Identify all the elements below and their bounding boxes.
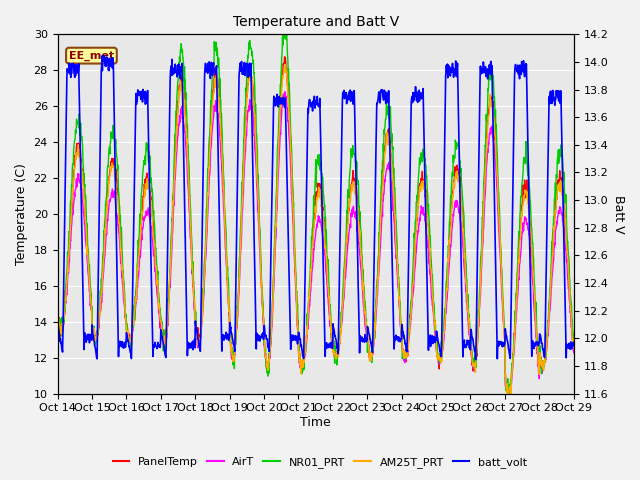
Title: Temperature and Batt V: Temperature and Batt V xyxy=(232,15,399,29)
AM25T_PRT xyxy=(570,344,577,350)
AM25T_PRT xyxy=(54,306,61,312)
AirT xyxy=(226,337,234,343)
PanelTemp xyxy=(463,294,471,300)
PanelTemp xyxy=(168,221,176,227)
NR01_PRT xyxy=(156,307,164,312)
Text: EE_met: EE_met xyxy=(69,50,114,61)
NR01_PRT xyxy=(279,29,287,35)
AM25T_PRT xyxy=(504,398,512,404)
Line: AirT: AirT xyxy=(58,92,573,393)
PanelTemp xyxy=(396,306,404,312)
NR01_PRT xyxy=(509,357,517,363)
batt_volt xyxy=(472,357,479,362)
AirT xyxy=(463,307,471,313)
batt_volt xyxy=(54,321,61,327)
batt_volt xyxy=(100,53,108,59)
AM25T_PRT xyxy=(463,299,471,305)
batt_volt xyxy=(156,345,164,350)
AirT xyxy=(54,313,61,319)
batt_volt xyxy=(169,72,177,78)
X-axis label: Time: Time xyxy=(300,416,331,429)
batt_volt xyxy=(570,341,577,347)
PanelTemp xyxy=(281,54,289,60)
batt_volt xyxy=(463,337,471,343)
Line: AM25T_PRT: AM25T_PRT xyxy=(58,65,573,401)
AirT xyxy=(570,350,577,356)
NR01_PRT xyxy=(570,332,577,338)
PanelTemp xyxy=(504,391,511,396)
Y-axis label: Batt V: Batt V xyxy=(612,194,625,233)
NR01_PRT xyxy=(396,312,404,317)
AirT xyxy=(281,89,289,95)
Line: NR01_PRT: NR01_PRT xyxy=(58,32,573,399)
PanelTemp xyxy=(509,350,517,356)
AM25T_PRT xyxy=(168,220,176,226)
AirT xyxy=(168,232,176,238)
PanelTemp xyxy=(156,316,164,322)
AM25T_PRT xyxy=(282,62,289,68)
batt_volt xyxy=(396,337,404,343)
batt_volt xyxy=(509,169,517,175)
NR01_PRT xyxy=(226,339,234,345)
AM25T_PRT xyxy=(226,334,234,340)
AM25T_PRT xyxy=(396,305,404,311)
AirT xyxy=(506,390,513,396)
Y-axis label: Temperature (C): Temperature (C) xyxy=(15,163,28,265)
NR01_PRT xyxy=(54,316,61,322)
PanelTemp xyxy=(54,311,61,317)
AirT xyxy=(156,318,164,324)
AirT xyxy=(396,308,404,314)
Line: PanelTemp: PanelTemp xyxy=(58,57,573,394)
AirT xyxy=(509,358,517,364)
AM25T_PRT xyxy=(509,355,517,360)
AM25T_PRT xyxy=(156,311,164,317)
PanelTemp xyxy=(226,332,234,338)
NR01_PRT xyxy=(505,396,513,402)
NR01_PRT xyxy=(168,219,176,225)
NR01_PRT xyxy=(463,296,471,302)
batt_volt xyxy=(227,325,234,331)
Legend: PanelTemp, AirT, NR01_PRT, AM25T_PRT, batt_volt: PanelTemp, AirT, NR01_PRT, AM25T_PRT, ba… xyxy=(108,452,532,472)
Line: batt_volt: batt_volt xyxy=(58,56,573,360)
PanelTemp xyxy=(570,341,577,347)
